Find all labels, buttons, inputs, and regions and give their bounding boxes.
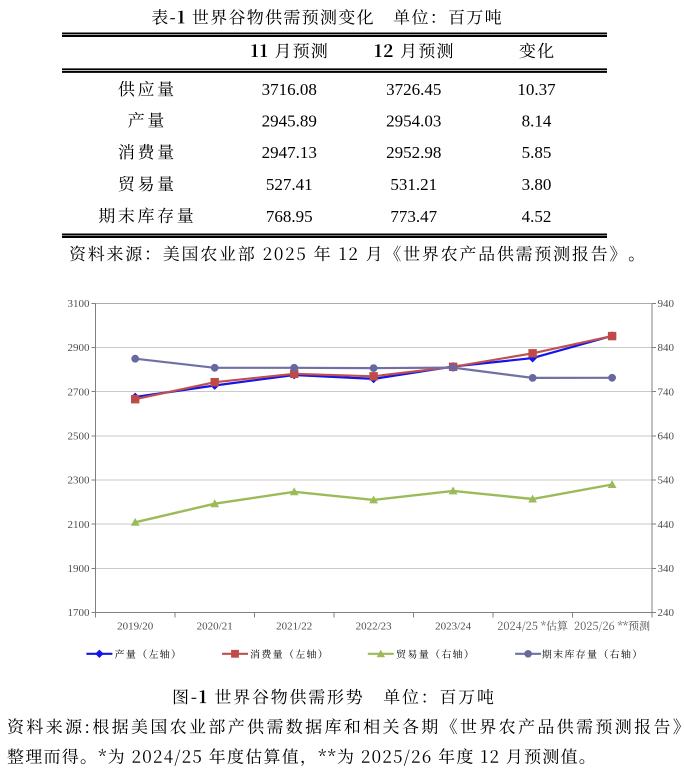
svg-text:8.14: 8.14 [522, 111, 552, 130]
svg-text:2900: 2900 [68, 342, 91, 354]
svg-text:768.95: 768.95 [266, 207, 313, 226]
svg-text:2947.13: 2947.13 [262, 143, 317, 162]
svg-text:3100: 3100 [68, 298, 91, 310]
svg-text:4.52: 4.52 [522, 207, 552, 226]
svg-text:3.80: 3.80 [522, 175, 552, 194]
svg-text:2700: 2700 [68, 386, 91, 398]
svg-text:531.21: 531.21 [390, 175, 437, 194]
svg-text:840: 840 [658, 342, 675, 354]
svg-text:3726.45: 3726.45 [386, 80, 441, 99]
svg-text:2021/22: 2021/22 [276, 621, 312, 633]
svg-text:2952.98: 2952.98 [386, 143, 441, 162]
svg-text:940: 940 [658, 298, 675, 310]
svg-text:2945.89: 2945.89 [262, 111, 317, 130]
svg-text:2100: 2100 [68, 519, 91, 531]
svg-text:2500: 2500 [68, 431, 91, 443]
svg-text:2019/20: 2019/20 [117, 621, 154, 633]
svg-text:10.37: 10.37 [517, 80, 556, 99]
svg-text:1700: 1700 [68, 607, 91, 619]
svg-text:2023/24: 2023/24 [435, 621, 472, 633]
svg-text:773.47: 773.47 [390, 207, 437, 226]
svg-text:2020/21: 2020/21 [197, 621, 233, 633]
svg-text:540: 540 [658, 475, 675, 487]
svg-text:1900: 1900 [68, 563, 91, 575]
svg-text:3716.08: 3716.08 [262, 80, 317, 99]
svg-text:640: 640 [658, 431, 675, 443]
svg-text:440: 440 [658, 519, 675, 531]
svg-text:2022/23: 2022/23 [356, 621, 393, 633]
svg-text:527.41: 527.41 [266, 175, 313, 194]
svg-text:240: 240 [658, 607, 675, 619]
svg-text:5.85: 5.85 [522, 143, 552, 162]
svg-text:2954.03: 2954.03 [386, 111, 441, 130]
svg-text:2300: 2300 [68, 475, 91, 487]
svg-text:740: 740 [658, 386, 675, 398]
svg-text:340: 340 [658, 563, 675, 575]
